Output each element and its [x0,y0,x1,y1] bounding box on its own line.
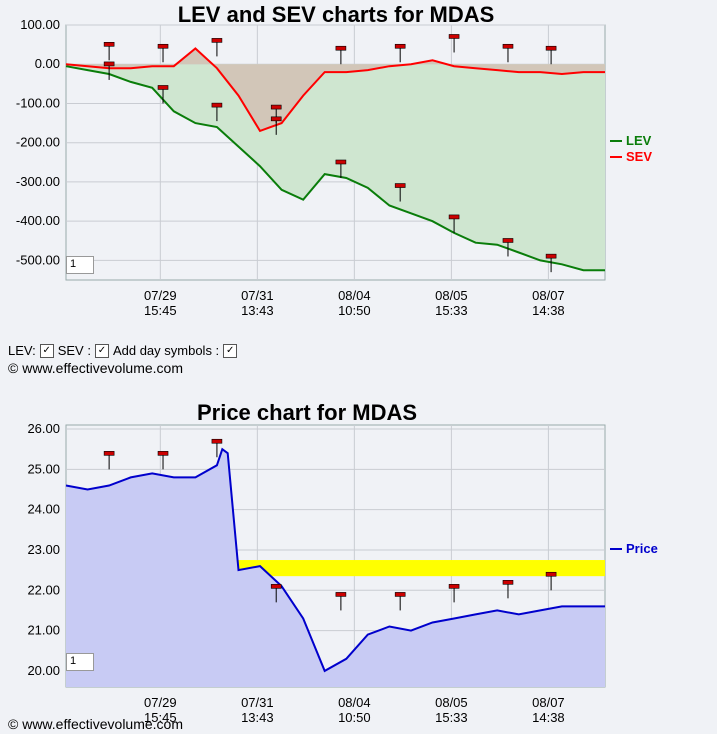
lev-checkbox[interactable]: ✓ [39,343,54,358]
price-marker-flag [335,592,347,597]
sev-marker-flag [211,38,223,43]
price-legend-item[interactable]: Price [610,541,658,556]
lev-marker-flag [157,85,169,90]
lev-day-markers [103,34,557,273]
lev-y-tick-label: 0.00 [35,56,60,71]
price-area [66,449,605,687]
price-y-tick-label: 24.00 [27,502,60,517]
price-x-tick-time: 15:33 [435,710,468,725]
price-marker-flag [270,584,282,589]
sev-marker-flag [448,34,460,39]
lev-chart: 100.00 0.00 -100.00 -200.00 -300.00 -400.00 -5… [16,17,606,318]
lev-legend-label: LEV [626,133,652,148]
sev-line [65,47,605,133]
price-chart-input[interactable]: 1 [66,653,94,671]
lev-marker-flag [211,102,223,108]
lev-legend-item[interactable]: LEV [610,133,651,148]
lev-y-tick-label: -200.00 [16,135,60,150]
price-y-tick-label: 22.00 [27,582,60,597]
sev-legend-label: SEV [626,149,653,164]
lev-marker-flag [270,116,282,122]
sev-marker-flag [103,42,115,47]
lev-chart-input[interactable]: 1 [66,256,94,274]
lev-marker-flag [335,159,347,165]
price-marker-flag [448,584,460,589]
price-legend-swatch [610,547,622,550]
sev-legend-item[interactable]: SEV [610,149,652,164]
copyright-top: © www.effectivevolume.com [8,360,184,376]
price-line [65,447,605,673]
lev-marker-flag [394,183,406,188]
chart-controls: LEV: ✓ SEV : ✓ Add day symbols : ✓ [8,343,238,358]
lev-area [66,64,605,271]
lev-legend-swatch [610,139,622,142]
lev-line [65,65,605,272]
price-y-tick-label: 20.00 [27,663,60,678]
price-x-tick-time: 14:38 [532,710,565,725]
price-legend-label: Price [626,541,658,556]
price-y-tick-label: 23.00 [27,542,60,557]
price-marker-flag [157,451,169,456]
price-x-tick-time: 15:45 [144,710,177,725]
price-chart: 26.00 25.00 24.00 23.00 22.00 21.00 20.00 07/2… [27,421,606,725]
price-marker-flag [103,451,115,456]
price-chart-title: Price chart for MDAS [196,400,418,425]
sev-area [66,48,605,131]
day-symbols-label: Add day symbols : [112,343,220,358]
sev-marker-flag [545,45,557,51]
day-symbols-checkbox[interactable]: ✓ [223,343,238,358]
lev-y-axis: 100.00 0.00 -100.00 -200.00 -300.00 -400.00 -5… [16,17,60,267]
price-marker-flag [211,438,223,444]
sev-marker-flag [394,43,406,49]
lev-y-tick-label: -100.00 [16,95,60,110]
price-y-tick-label: 26.00 [27,421,60,436]
price-marker-flag [394,592,406,597]
price-y-tick-label: 25.00 [27,461,60,476]
lev-toggle-label: LEV: [8,343,36,358]
price-day-markers [103,438,557,611]
lev-chart-title: LEV and SEV charts for MDAS [177,2,495,27]
copyright-bottom: © www.effectivevolume.com [8,716,184,732]
lev-marker-flag [545,253,557,259]
lev-y-tick-label: 100.00 [20,17,60,32]
sev-legend-swatch [610,155,622,158]
lev-x-tick-time: 15:45 [144,303,177,318]
sev-marker-flag [270,104,282,110]
lev-marker-flag [502,238,514,243]
lev-x-tick-time: 15:33 [435,303,468,318]
price-marker-flag [545,571,557,577]
price-y-axis: 26.00 25.00 24.00 23.00 22.00 21.00 20.00 [27,421,60,678]
price-marker-flag [502,580,514,585]
lev-x-tick-time: 13:43 [241,303,274,318]
lev-y-tick-label: -500.00 [16,252,60,267]
sev-marker-flag [502,43,514,49]
sev-marker-flag [335,45,347,51]
price-x-tick-date: 07/29 [144,695,177,710]
lev-x-tick-date: 08/07 [532,288,565,303]
lev-x-tick-date: 08/04 [338,288,371,303]
price-y-tick-label: 21.00 [27,623,60,638]
price-x-tick-date: 08/04 [338,695,371,710]
sev-toggle-label: SEV : [57,343,91,358]
lev-x-tick-date: 07/29 [144,288,177,303]
sev-checkbox[interactable]: ✓ [94,343,109,358]
lev-y-tick-label: -400.00 [16,213,60,228]
price-x-tick-time: 13:43 [241,710,274,725]
price-x-tick-date: 07/31 [241,695,274,710]
lev-x-tick-time: 14:38 [532,303,565,318]
lev-marker-flag [103,61,115,67]
sev-marker-flag [157,43,169,49]
lev-x-tick-date: 07/31 [241,288,274,303]
lev-x-tick-time: 10:50 [338,303,371,318]
price-x-tick-date: 08/07 [532,695,565,710]
lev-x-tick-date: 08/05 [435,288,468,303]
price-x-tick-time: 10:50 [338,710,371,725]
price-x-tick-date: 08/05 [435,695,468,710]
lev-marker-flag [448,214,460,220]
price-highlight-band [227,560,605,577]
lev-y-tick-label: -300.00 [16,174,60,189]
